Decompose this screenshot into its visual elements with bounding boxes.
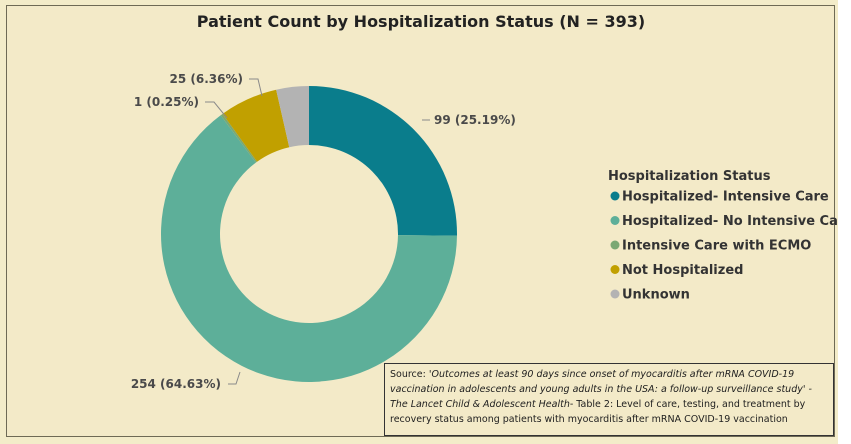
data-label-hospitalized-no-intensive-care: 254 (64.63%) — [131, 377, 221, 391]
legend-label-unknown: Unknown — [622, 288, 690, 303]
data-label-group: 99 (25.19%) 254 (64.63%) 1 (0.25%) 25 (6.36… — [131, 72, 516, 391]
data-label-hospitalized-intensive-care: 99 (25.19%) — [434, 113, 516, 127]
slice-group — [161, 86, 457, 383]
legend-item-intensive-care-with-ecmo[interactable]: Intensive Care with ECMO — [610, 239, 812, 254]
legend-item-unknown[interactable]: Unknown — [610, 288, 690, 303]
slice-hospitalized-intensive-care[interactable] — [309, 86, 457, 236]
slice-unknown[interactable] — [276, 86, 309, 148]
data-label-not-hospitalized: 25 (6.36%) — [170, 72, 243, 86]
legend-marker-hospitalized-no-intensive-care — [610, 216, 620, 225]
source-table-note: - Table 2: Level of care, testing, and t… — [390, 399, 806, 425]
legend-item-not-hospitalized[interactable]: Not Hospitalized — [610, 263, 744, 278]
legend-label-hospitalized-intensive-care: Hospitalized- Intensive Care — [622, 190, 829, 205]
legend-marker-intensive-care-with-ecmo — [610, 240, 620, 250]
leader-line-hospitalized-no-intensive-care — [228, 371, 241, 385]
slice-hospitalized-no-intensive-care[interactable] — [161, 115, 457, 383]
source-citation: 'Outcomes at least 90 days since onset o… — [390, 369, 812, 410]
slice-not-hospitalized[interactable] — [222, 89, 290, 162]
legend-label-intensive-care-with-ecmo: Intensive Care with ECMO — [622, 239, 811, 254]
legend-label-hospitalized-no-intensive-care: Hospitalized- No Intensive Care — [622, 214, 838, 229]
legend: Hospitalized- Intensive Care Hospitalized… — [610, 190, 839, 303]
legend-marker-not-hospitalized — [610, 265, 620, 274]
right-edge-strip — [838, 0, 851, 444]
legend-marker-unknown — [610, 289, 620, 299]
leader-line-not-hospitalized — [249, 78, 263, 97]
source-prefix: Source: — [390, 369, 429, 380]
legend-marker-hospitalized-intensive-care — [610, 191, 620, 201]
chart-title: Patient Count by Hospitalization Status … — [197, 12, 645, 31]
slice-intensive-care-with-ecmo[interactable] — [220, 113, 258, 163]
leader-line-group — [205, 78, 430, 385]
legend-title: Hospitalization Status — [608, 169, 771, 184]
legend-label-not-hospitalized: Not Hospitalized — [622, 263, 743, 278]
source-note: Source: 'Outcomes at least 90 days since… — [384, 363, 834, 436]
legend-item-hospitalized-no-intensive-care[interactable]: Hospitalized- No Intensive Care — [610, 214, 839, 229]
legend-item-hospitalized-intensive-care[interactable]: Hospitalized- Intensive Care — [610, 190, 829, 205]
leader-line-intensive-care-with-ecmo — [205, 101, 228, 119]
data-label-intensive-care-with-ecmo: 1 (0.25%) — [134, 95, 199, 109]
